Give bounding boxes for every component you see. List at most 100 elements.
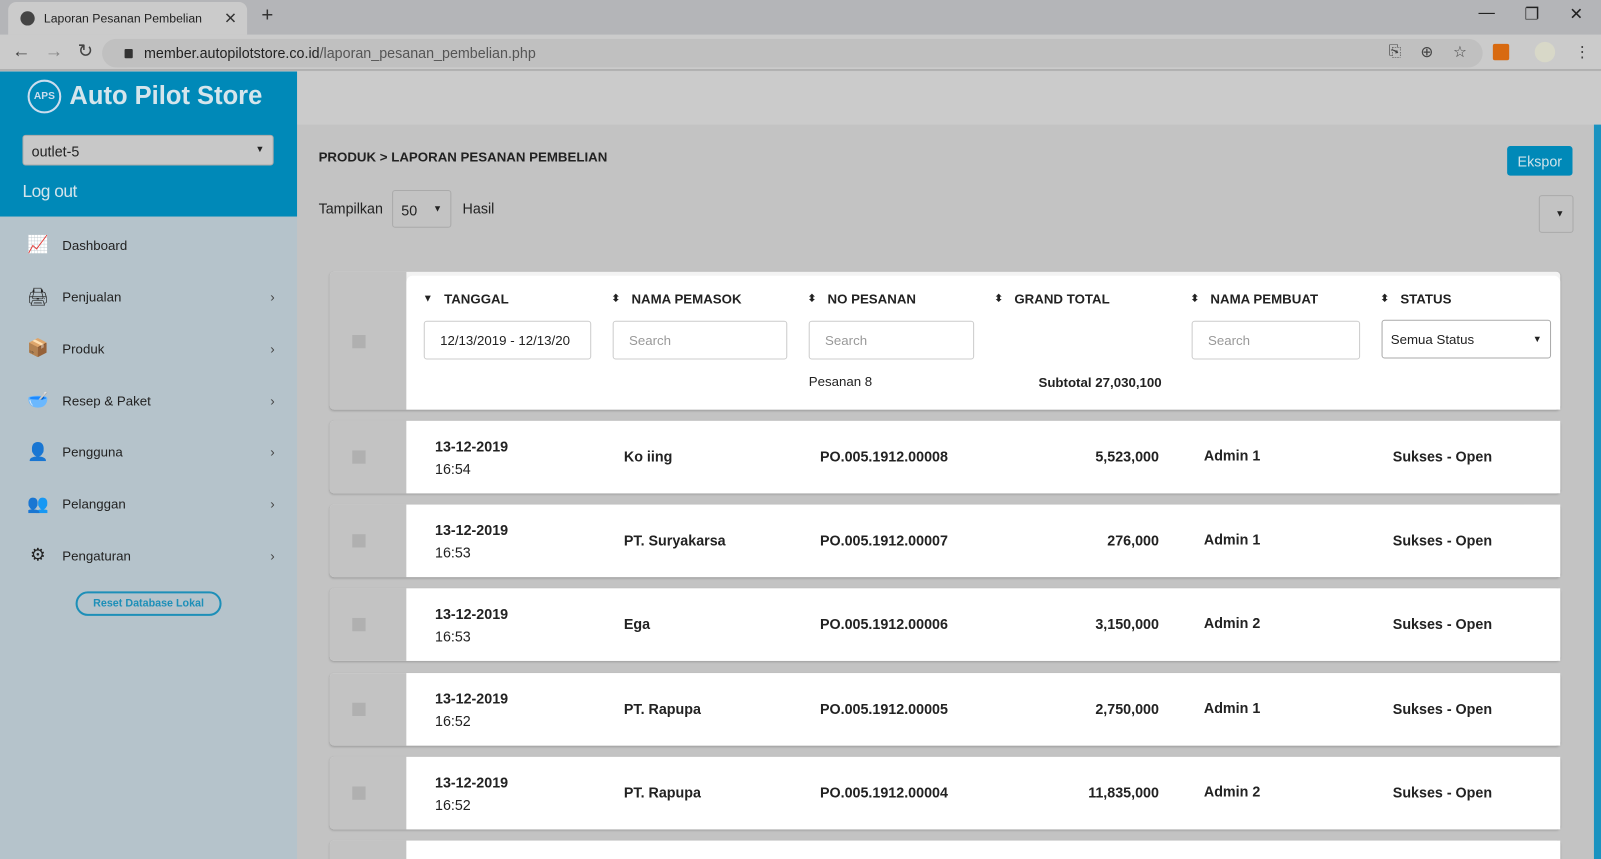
row-checkbox[interactable] (352, 786, 366, 800)
creator-search-input[interactable]: Search (1191, 320, 1361, 360)
row-po-number[interactable]: PO.005.1912.00005 (819, 700, 948, 717)
address-bar[interactable]: member.autopilotstore.co.id/laporan_pesa… (102, 38, 1483, 68)
sidebar-item-pelanggan[interactable]: 👥 Pelanggan › (0, 484, 297, 525)
new-tab-button[interactable]: + (261, 4, 274, 27)
sidebar-item-produk[interactable]: 📦 Produk › (0, 328, 297, 369)
sidebar-item-dashboard[interactable]: 📈 Dashboard (0, 225, 297, 266)
order-count: Pesanan 8 (808, 373, 873, 390)
outlet-select[interactable]: outlet-5 ▼ (22, 134, 274, 166)
row-date: 13-12-2019 (434, 438, 509, 455)
date-range-input[interactable]: 12/13/2019 - 12/13/20 (423, 320, 592, 360)
logout-link[interactable]: Log out (22, 181, 77, 202)
zoom-icon[interactable]: ⊕ (1420, 43, 1434, 62)
column-header-nama-pembuat[interactable]: ⬍ NAMA PEMBUAT (1191, 291, 1318, 306)
row-po-number[interactable]: PO.005.1912.00004 (819, 784, 948, 801)
reload-button[interactable]: ↻ (77, 40, 94, 62)
column-label: GRAND TOTAL (1014, 291, 1110, 307)
row-checkbox[interactable] (352, 450, 366, 464)
minimize-button[interactable]: — (1478, 4, 1495, 22)
column-header-nama-pemasok[interactable]: ⬍ NAMA PEMASOK (612, 291, 742, 306)
page-size-select[interactable]: 50 ▼ (392, 189, 452, 228)
logo: APS (27, 79, 62, 114)
row-status: Sukses - Open (1392, 448, 1493, 465)
sidebar-item-resep-paket[interactable]: 🥣 Resep & Paket › (0, 380, 297, 421)
column-header-status[interactable]: ⬍ STATUS (1381, 291, 1452, 306)
result-label: Hasil (462, 200, 495, 217)
table-header (329, 271, 1561, 410)
row-checkbox[interactable] (352, 618, 366, 632)
table-row[interactable] (329, 504, 1561, 578)
top-bar (297, 71, 1601, 125)
select-all-checkbox[interactable] (352, 335, 366, 349)
chevron-right-icon: › (270, 392, 275, 409)
menu-icon[interactable]: ⋮ (1574, 43, 1590, 62)
scrollbar[interactable] (1593, 124, 1601, 859)
row-checkbox[interactable] (352, 534, 366, 548)
customer-icon: 👥 (26, 493, 49, 514)
caret-down-icon: ▼ (433, 203, 443, 214)
row-date: 13-12-2019 (434, 690, 509, 707)
chevron-right-icon: › (270, 496, 275, 512)
reset-database-button[interactable]: Reset Database Lokal (75, 591, 222, 616)
gears-icon: ⚙ (29, 545, 46, 566)
sidebar-item-label: Penjualan (62, 289, 122, 305)
column-header-grand-total[interactable]: ⬍ GRAND TOTAL (995, 291, 1110, 306)
status-select[interactable]: Semua Status ▼ (1381, 319, 1552, 359)
sidebar-item-pengaturan[interactable]: ⚙ Pengaturan › (0, 535, 297, 576)
extension-icon[interactable] (1492, 43, 1510, 61)
avatar[interactable] (1534, 41, 1556, 63)
close-window-button[interactable]: ✕ (1569, 6, 1584, 24)
breadcrumb: PRODUK > LAPORAN PESANAN PEMBELIAN (318, 149, 608, 165)
row-creator: Admin 2 (1203, 615, 1261, 632)
close-tab-icon[interactable]: ✕ (224, 10, 237, 28)
table-row[interactable] (329, 672, 1561, 746)
po-search-input[interactable]: Search (808, 320, 975, 360)
row-time: 16:54 (434, 460, 471, 477)
tab-title: Laporan Pesanan Pembelian (43, 11, 202, 26)
column-dropdown[interactable]: ▼ (1538, 195, 1574, 233)
row-date: 13-12-2019 (434, 522, 509, 539)
table-row[interactable] (329, 756, 1561, 830)
sidebar-item-penjualan[interactable]: 🖨 Penjualan › (0, 276, 297, 317)
row-po-number[interactable]: PO.005.1912.00008 (819, 448, 948, 465)
row-time: 16:53 (434, 628, 471, 645)
star-icon[interactable]: ☆ (1453, 43, 1467, 62)
sidebar-item-label: Dashboard (62, 237, 128, 253)
url-path: /laporan_pesanan_pembelian.php (319, 44, 536, 62)
status-value: Semua Status (1390, 331, 1475, 348)
row-po-number[interactable]: PO.005.1912.00007 (819, 532, 948, 549)
table-row[interactable] (329, 588, 1561, 662)
row-grand-total: 5,523,000 (1095, 448, 1159, 465)
row-date: 13-12-2019 (434, 606, 509, 623)
chevron-right-icon: › (270, 289, 275, 305)
chevron-right-icon: › (270, 548, 275, 564)
export-button[interactable]: Ekspor (1507, 146, 1573, 176)
caret-down-icon: ▼ (255, 144, 265, 155)
browser-tab[interactable]: Laporan Pesanan Pembelian ✕ (8, 2, 248, 35)
restore-button[interactable]: ❐ (1524, 6, 1540, 24)
forward-button[interactable]: → (44, 40, 64, 62)
row-po-number[interactable]: PO.005.1912.00006 (819, 616, 948, 633)
back-button[interactable]: ← (12, 40, 31, 62)
table-row[interactable] (329, 840, 1561, 859)
box-icon: 📦 (26, 338, 49, 358)
sidebar-item-label: Produk (62, 341, 105, 357)
chart-icon: 📈 (26, 234, 49, 255)
row-creator: Admin 1 (1203, 447, 1261, 464)
sort-icon: ⬍ (994, 293, 1004, 305)
sidebar-item-label: Pelanggan (62, 496, 126, 512)
cash-register-icon: 🖨 (26, 286, 49, 307)
translate-icon[interactable]: ⎘ (1388, 42, 1401, 61)
table-row[interactable] (329, 420, 1561, 494)
row-status: Sukses - Open (1392, 784, 1493, 801)
lock-icon (124, 48, 133, 58)
caret-down-icon: ▼ (1532, 333, 1542, 345)
column-header-no-pesanan[interactable]: ⬍ NO PESANAN (808, 291, 916, 306)
supplier-search-input[interactable]: Search (612, 320, 788, 360)
sort-icon: ⬍ (611, 293, 621, 305)
column-header-tanggal[interactable]: ▼ TANGGAL (423, 291, 509, 306)
sidebar-item-pengguna[interactable]: 👤 Pengguna › (0, 432, 297, 473)
sort-icon: ⬍ (1190, 293, 1200, 305)
row-checkbox[interactable] (352, 702, 366, 716)
mortar-icon: 🥣 (26, 390, 49, 410)
